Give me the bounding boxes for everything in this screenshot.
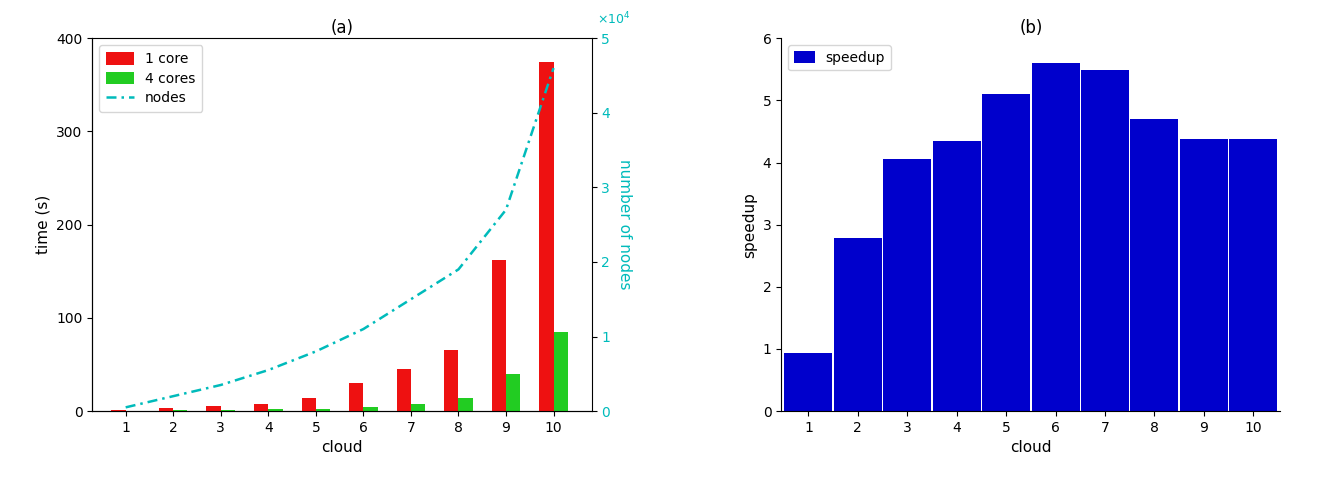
Bar xyxy=(111,410,125,411)
Bar xyxy=(458,398,473,411)
nodes xyxy=(213,382,228,388)
Bar xyxy=(253,403,268,411)
Title: (b): (b) xyxy=(1019,19,1043,37)
Bar xyxy=(1180,139,1228,411)
Bar xyxy=(396,369,411,411)
Bar xyxy=(553,332,568,411)
Bar xyxy=(933,141,981,411)
Bar xyxy=(1081,70,1129,411)
Bar xyxy=(506,374,520,411)
Title: (a): (a) xyxy=(330,19,354,37)
nodes xyxy=(545,65,561,71)
Bar xyxy=(348,383,363,411)
Bar xyxy=(268,409,282,411)
nodes xyxy=(498,207,513,213)
Bar xyxy=(173,410,187,411)
Bar xyxy=(834,239,882,411)
Bar xyxy=(411,404,425,411)
nodes xyxy=(355,326,371,332)
Bar xyxy=(1031,63,1080,411)
nodes xyxy=(450,267,466,272)
Y-axis label: number of nodes: number of nodes xyxy=(618,159,632,290)
Bar xyxy=(315,409,330,411)
Bar xyxy=(1229,139,1278,411)
Bar xyxy=(540,62,553,411)
Bar xyxy=(220,410,235,411)
Legend: speedup: speedup xyxy=(788,45,891,70)
X-axis label: cloud: cloud xyxy=(321,440,363,456)
Line: nodes: nodes xyxy=(125,68,553,407)
Bar xyxy=(445,350,458,411)
nodes xyxy=(165,393,181,399)
X-axis label: cloud: cloud xyxy=(1010,440,1052,456)
Bar xyxy=(784,353,833,411)
Text: $\times10^4$: $\times10^4$ xyxy=(597,11,630,27)
Bar xyxy=(883,160,931,411)
Bar xyxy=(158,408,173,411)
Bar xyxy=(982,94,1030,411)
Legend: 1 core, 4 cores, nodes: 1 core, 4 cores, nodes xyxy=(99,45,202,112)
Y-axis label: speedup: speedup xyxy=(742,192,758,258)
Bar xyxy=(1130,119,1179,411)
nodes xyxy=(403,296,418,302)
Bar xyxy=(363,407,378,411)
nodes xyxy=(308,348,323,354)
Bar xyxy=(492,260,506,411)
Bar xyxy=(301,398,315,411)
nodes xyxy=(117,404,133,410)
Y-axis label: time (s): time (s) xyxy=(36,195,50,254)
nodes xyxy=(260,367,276,373)
Bar xyxy=(206,406,220,411)
